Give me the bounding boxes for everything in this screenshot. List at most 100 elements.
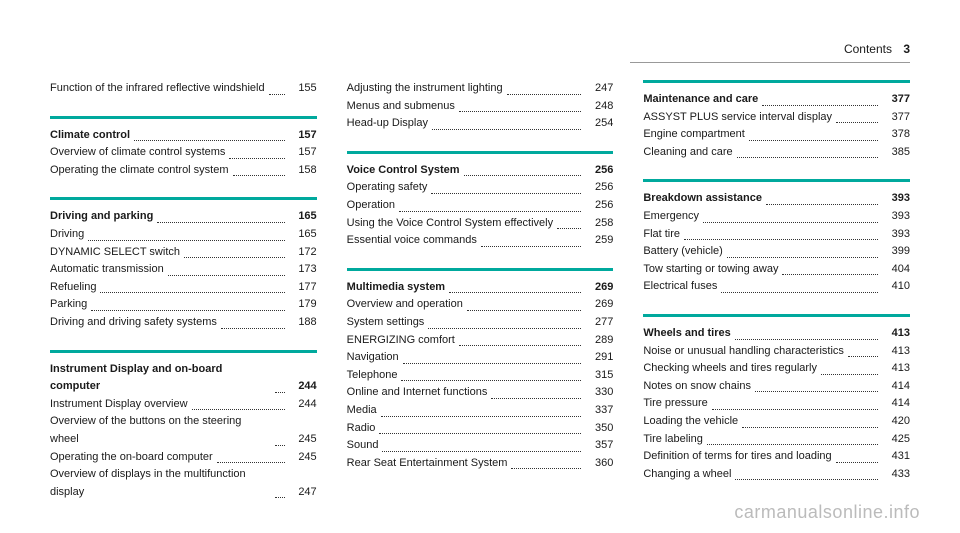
toc-section: Breakdown assistance393Emergency393Flat … [643,179,910,296]
toc-entry-label: Operation [347,197,395,215]
toc-entry: Using the Voice Control System effec­tiv… [347,215,614,233]
toc-entry-page: 431 [882,448,910,466]
toc-entry-page: 177 [289,279,317,297]
toc-dots [727,257,878,258]
toc-entry-page: 269 [585,296,613,314]
toc-dots [88,240,284,241]
toc-entry-label: Head-up Display [347,115,428,133]
toc-dots [459,345,581,346]
toc-entry: Definition of terms for tires and loadin… [643,448,910,466]
toc-entry-page: 247 [289,484,317,502]
header-label: Contents [844,42,892,56]
toc-entry: Loading the vehicle420 [643,413,910,431]
toc-entry-label: Parking [50,296,87,314]
toc-entry-label: Essential voice commands [347,232,477,250]
toc-entry: Noise or unusual handling characteristic… [643,343,910,361]
toc-entry-page: 385 [882,144,910,162]
toc-entry-label: Adjusting the instrument lighting [347,80,503,98]
toc-entry-page: 420 [882,413,910,431]
section-divider [347,268,614,271]
toc-entry-page: 289 [585,332,613,350]
toc-entry: Instrument Display overview244 [50,396,317,414]
toc-entry-page: 256 [585,197,613,215]
toc-entry-page: 433 [882,466,910,484]
toc-entry-label: Cleaning and care [643,144,732,162]
toc-entry-page: 393 [882,208,910,226]
toc-entry: DYNAMIC SELECT switch172 [50,244,317,262]
toc-entry: Head-up Display254 [347,115,614,133]
toc-dots [721,292,878,293]
toc-dots [848,356,878,357]
toc-entry-page: 414 [882,395,910,413]
toc-dots [821,374,878,375]
toc-entry-label: Navigation [347,349,399,367]
toc-dots [703,222,878,223]
toc-entry: Checking wheels and tires regularly413 [643,360,910,378]
toc-columns: Function of the infrared reflective wind… [50,80,910,519]
toc-entry-label: Driving and driving safety systems [50,314,217,332]
toc-entry-label: Notes on snow chains [643,378,751,396]
toc-dots [275,497,285,498]
toc-entry-label: Tow starting or towing away [643,261,778,279]
toc-entry-label: Multimedia system [347,279,445,297]
toc-dots [192,409,285,410]
toc-entry-page: 188 [289,314,317,332]
toc-dots [91,310,284,311]
toc-dots [401,380,581,381]
toc-entry-label: Refueling [50,279,96,297]
toc-dots [157,222,284,223]
toc-entry: Media337 [347,402,614,420]
toc-entry-page: 425 [882,431,910,449]
toc-entry: Adjusting the instrument lighting 247 [347,80,614,98]
toc-entry: Voice Control System256 [347,162,614,180]
toc-entry-label: Noise or unusual handling characteristic… [643,343,844,361]
toc-section: Climate control157Overview of climate co… [50,116,317,180]
toc-dots [168,275,285,276]
toc-dots [381,416,582,417]
toc-entry-page: 165 [289,226,317,244]
section-divider [50,116,317,119]
toc-entry: Overview of climate control systems157 [50,144,317,162]
toc-section: Function of the infrared reflective wind… [50,80,317,98]
toc-entry-page: 357 [585,437,613,455]
toc-section: Instrument Display and on-board computer… [50,350,317,502]
toc-entry-label: Overview of the buttons on the steering … [50,413,271,448]
toc-entry: Driving and parking165 [50,208,317,226]
toc-entry: Electrical fuses410 [643,278,910,296]
toc-entry-page: 315 [585,367,613,385]
toc-entry-page: 247 [585,80,613,98]
toc-dots [712,409,878,410]
toc-entry-label: Telephone [347,367,398,385]
toc-dots [431,193,581,194]
toc-entry: Operating safety256 [347,179,614,197]
toc-dots [221,328,285,329]
toc-entry-page: 245 [289,449,317,467]
toc-entry-label: ASSYST PLUS service interval display [643,109,832,127]
toc-entry-page: 259 [585,232,613,250]
toc-entry-label: Checking wheels and tires regularly [643,360,817,378]
toc-entry-page: 393 [882,226,910,244]
section-divider [643,179,910,182]
toc-entry-label: Operating the climate control system [50,162,229,180]
toc-dots [464,175,582,176]
toc-entry-page: 330 [585,384,613,402]
toc-dots [100,292,284,293]
toc-entry-label: Instrument Display overview [50,396,188,414]
toc-dots [491,398,581,399]
toc-entry-label: Driving [50,226,84,244]
toc-entry: Parking179 [50,296,317,314]
toc-dots [684,239,878,240]
toc-entry-label: Tire pressure [643,395,707,413]
toc-section: Multimedia system269Overview and operati… [347,268,614,473]
toc-entry: Breakdown assistance393 [643,190,910,208]
toc-dots [755,391,878,392]
toc-entry-page: 155 [289,80,317,98]
toc-entry-label: Media [347,402,377,420]
toc-entry-label: Definition of terms for tires and loadin… [643,448,831,466]
toc-entry: Climate control157 [50,127,317,145]
toc-entry: Engine compartment378 [643,126,910,144]
toc-dots [557,228,581,229]
toc-entry-label: Climate control [50,127,130,145]
toc-column: Function of the infrared reflective wind… [50,80,317,519]
toc-entry-label: Engine compartment [643,126,745,144]
